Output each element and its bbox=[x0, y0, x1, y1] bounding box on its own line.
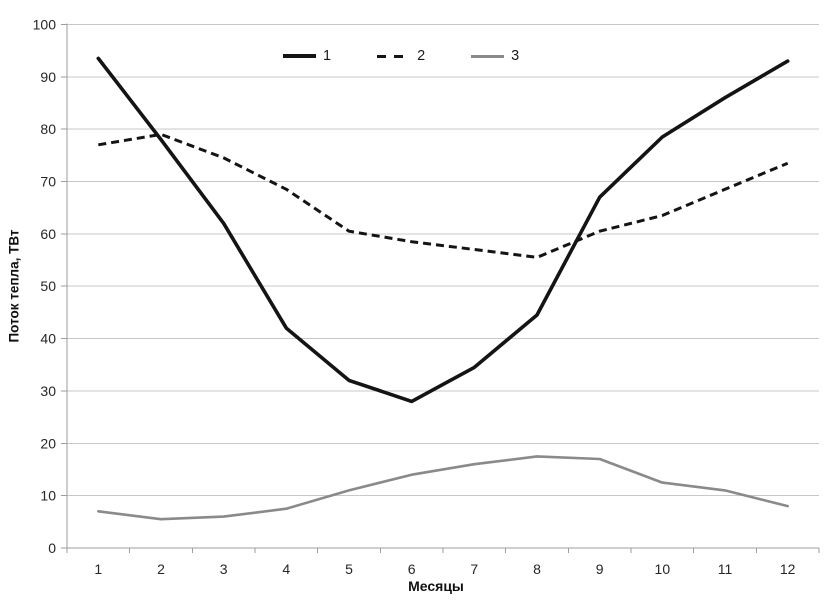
svg-text:90: 90 bbox=[40, 69, 56, 85]
legend-dashed-line-sample bbox=[377, 54, 411, 58]
svg-text:80: 80 bbox=[40, 121, 56, 137]
svg-text:8: 8 bbox=[533, 561, 541, 577]
svg-text:50: 50 bbox=[40, 278, 56, 294]
svg-text:7: 7 bbox=[470, 561, 478, 577]
tick-marks bbox=[61, 23, 820, 553]
legend-item-1: 1 bbox=[283, 49, 331, 64]
svg-text:100: 100 bbox=[33, 16, 57, 32]
legend-label: 1 bbox=[323, 48, 332, 64]
svg-text:30: 30 bbox=[40, 383, 56, 399]
legend-solid-line-sample bbox=[471, 54, 505, 58]
legend-label: 3 bbox=[511, 48, 520, 64]
svg-text:10: 10 bbox=[655, 561, 671, 577]
svg-text:60: 60 bbox=[40, 226, 56, 242]
svg-text:2: 2 bbox=[157, 561, 165, 577]
svg-text:4: 4 bbox=[282, 561, 290, 577]
svg-text:5: 5 bbox=[345, 561, 353, 577]
series-3-line bbox=[97, 455, 790, 521]
x-tick-labels: 1 2 3 4 5 6 7 8 9 10 11 12 bbox=[94, 561, 795, 577]
legend-label: 2 bbox=[417, 48, 426, 64]
svg-text:6: 6 bbox=[408, 561, 416, 577]
svg-text:10: 10 bbox=[40, 488, 56, 504]
series-1-line bbox=[96, 56, 790, 404]
svg-text:12: 12 bbox=[780, 561, 796, 577]
x-axis-title: Месяцы bbox=[408, 578, 464, 594]
legend-solid-line-sample bbox=[283, 54, 316, 59]
legend: 1 2 3 bbox=[283, 49, 519, 64]
svg-text:0: 0 bbox=[48, 540, 56, 556]
svg-text:20: 20 bbox=[40, 435, 56, 451]
series-2-line bbox=[98, 132, 789, 259]
y-axis-title: Поток тепла, ТВт bbox=[6, 229, 22, 343]
legend-item-2: 2 bbox=[377, 49, 425, 64]
legend-item-3: 3 bbox=[471, 49, 519, 64]
svg-text:11: 11 bbox=[718, 561, 733, 577]
gridlines bbox=[67, 23, 819, 497]
svg-text:9: 9 bbox=[596, 561, 604, 577]
y-tick-labels: 0 10 20 30 40 50 60 70 80 90 100 bbox=[33, 16, 57, 556]
svg-text:1: 1 bbox=[94, 561, 102, 577]
svg-text:3: 3 bbox=[220, 561, 228, 577]
svg-text:70: 70 bbox=[40, 173, 56, 189]
svg-text:40: 40 bbox=[40, 331, 56, 347]
